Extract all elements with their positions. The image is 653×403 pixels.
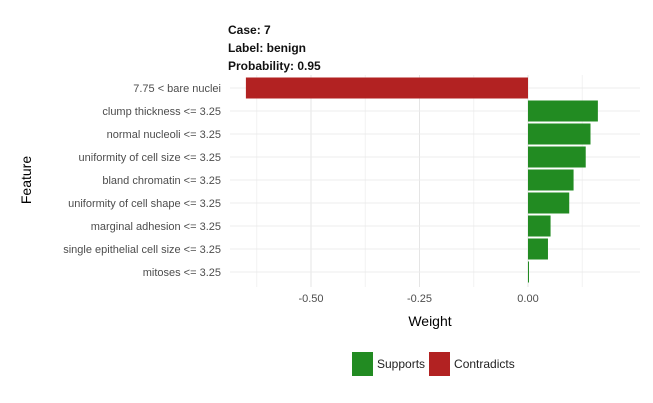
x-tick-labels: -0.50 -0.25 0.00 (298, 293, 538, 305)
y-tick-label: mitoses <= 3.25 (143, 267, 221, 279)
bar-supports (528, 123, 591, 145)
y-tick-labels: 7.75 < bare nuclei clump thickness <= 3.2… (63, 83, 221, 279)
legend-key-supports (352, 352, 373, 376)
legend-label-contradicts: Contradicts (454, 357, 515, 371)
bar-supports (528, 100, 598, 122)
x-tick-label: -0.25 (407, 293, 432, 305)
bar-contradicts (245, 77, 528, 99)
y-tick-label: normal nucleoli <= 3.25 (107, 129, 221, 141)
y-tick-label: 7.75 < bare nuclei (133, 83, 221, 95)
bar-supports (528, 146, 586, 168)
bar-supports (528, 192, 570, 214)
y-tick-label: uniformity of cell size <= 3.25 (79, 152, 221, 164)
prediction-label: Label: benign (228, 41, 306, 55)
y-tick-label: single epithelial cell size <= 3.25 (63, 244, 221, 256)
bars-group (245, 77, 598, 283)
y-tick-label: marginal adhesion <= 3.25 (91, 221, 221, 233)
y-tick-label: uniformity of cell shape <= 3.25 (68, 198, 221, 210)
y-tick-label: bland chromatin <= 3.25 (102, 175, 221, 187)
bar-supports (528, 169, 574, 191)
bar-supports (528, 215, 551, 237)
case-label: Case: 7 (228, 23, 271, 37)
bar-supports (528, 238, 548, 260)
x-axis-title: Weight (408, 313, 451, 329)
legend-label-supports: Supports (377, 357, 426, 371)
x-tick-label: 0.00 (517, 293, 538, 305)
y-tick-label: clump thickness <= 3.25 (102, 106, 221, 118)
legend-key-contradicts (429, 352, 451, 376)
bar-supports (528, 261, 529, 283)
probability-label: Probability: 0.95 (228, 59, 321, 73)
legend: Supports Contradicts (352, 352, 519, 376)
x-tick-label: -0.50 (298, 293, 323, 305)
y-axis-title: Feature (18, 156, 34, 204)
